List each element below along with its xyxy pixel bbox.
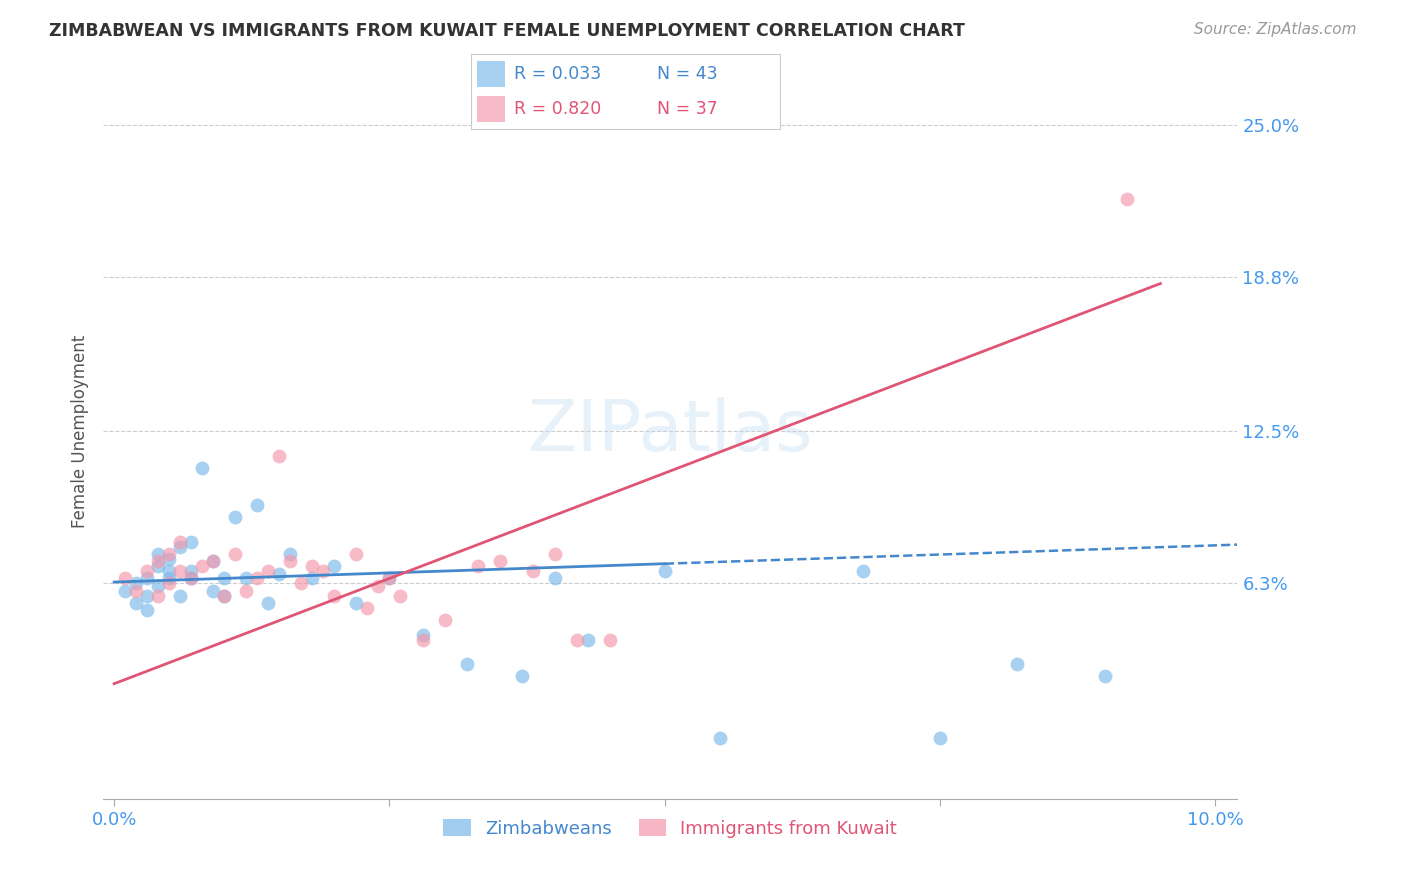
Point [169, 564, 191, 578]
Point [214, 589, 236, 603]
Point [290, 576, 312, 591]
Point [1094, 669, 1116, 683]
Point [852, 564, 875, 578]
Point [180, 534, 202, 549]
Point [522, 564, 544, 578]
Point [312, 564, 335, 578]
Point [202, 583, 225, 598]
Point [346, 596, 368, 610]
Point [136, 589, 159, 603]
Point [367, 579, 389, 593]
Point [157, 576, 180, 591]
Point [488, 554, 510, 568]
Point [214, 589, 236, 603]
Point [456, 657, 478, 672]
Point [269, 449, 291, 463]
Point [323, 589, 346, 603]
Point [136, 603, 159, 617]
Point [257, 564, 280, 578]
Point [269, 566, 291, 581]
FancyBboxPatch shape [477, 62, 505, 87]
Point [214, 571, 236, 585]
Point [467, 559, 489, 574]
Point [148, 554, 170, 568]
Point [929, 731, 952, 745]
Point [544, 571, 567, 585]
Text: N = 43: N = 43 [657, 65, 717, 83]
Point [356, 600, 378, 615]
Point [246, 571, 269, 585]
Y-axis label: Female Unemployment: Female Unemployment [72, 334, 89, 528]
Point [412, 632, 434, 647]
Text: R = 0.033: R = 0.033 [515, 65, 602, 83]
FancyBboxPatch shape [477, 96, 505, 122]
Point [235, 583, 257, 598]
Point [1116, 192, 1139, 206]
Point [180, 571, 202, 585]
Point [125, 583, 148, 598]
Point [191, 461, 214, 475]
Text: Source: ZipAtlas.com: Source: ZipAtlas.com [1194, 22, 1357, 37]
Point [114, 571, 136, 585]
Point [599, 632, 621, 647]
Point [157, 547, 180, 561]
Point [510, 669, 533, 683]
Point [202, 554, 225, 568]
Point [257, 596, 280, 610]
Point [157, 564, 180, 578]
Point [378, 571, 401, 585]
Point [157, 571, 180, 585]
Point [246, 498, 269, 512]
Text: ZIMBABWEAN VS IMMIGRANTS FROM KUWAIT FEMALE UNEMPLOYMENT CORRELATION CHART: ZIMBABWEAN VS IMMIGRANTS FROM KUWAIT FEM… [49, 22, 965, 40]
Point [169, 540, 191, 554]
Point [180, 571, 202, 585]
Point [433, 613, 456, 627]
Legend: Zimbabweans, Immigrants from Kuwait: Zimbabweans, Immigrants from Kuwait [436, 812, 904, 845]
Point [323, 559, 346, 574]
Point [191, 559, 214, 574]
Point [389, 589, 412, 603]
Point [654, 564, 676, 578]
Text: ZIPatlas: ZIPatlas [527, 397, 813, 466]
Point [346, 547, 368, 561]
Point [709, 731, 731, 745]
Point [1005, 657, 1028, 672]
Point [169, 534, 191, 549]
Point [169, 589, 191, 603]
Point [544, 547, 567, 561]
Point [576, 632, 599, 647]
Point [125, 596, 148, 610]
Point [280, 554, 302, 568]
Text: R = 0.820: R = 0.820 [515, 100, 602, 118]
Point [202, 554, 225, 568]
Point [280, 547, 302, 561]
Point [412, 628, 434, 642]
Point [224, 547, 246, 561]
Point [114, 583, 136, 598]
Point [180, 564, 202, 578]
Point [148, 559, 170, 574]
Point [148, 547, 170, 561]
Point [148, 589, 170, 603]
Point [157, 551, 180, 566]
Point [125, 576, 148, 591]
Point [378, 571, 401, 585]
Point [224, 510, 246, 524]
Point [301, 571, 323, 585]
Point [136, 571, 159, 585]
Point [148, 579, 170, 593]
Text: N = 37: N = 37 [657, 100, 717, 118]
Point [136, 564, 159, 578]
Point [235, 571, 257, 585]
Point [565, 632, 588, 647]
Point [301, 559, 323, 574]
